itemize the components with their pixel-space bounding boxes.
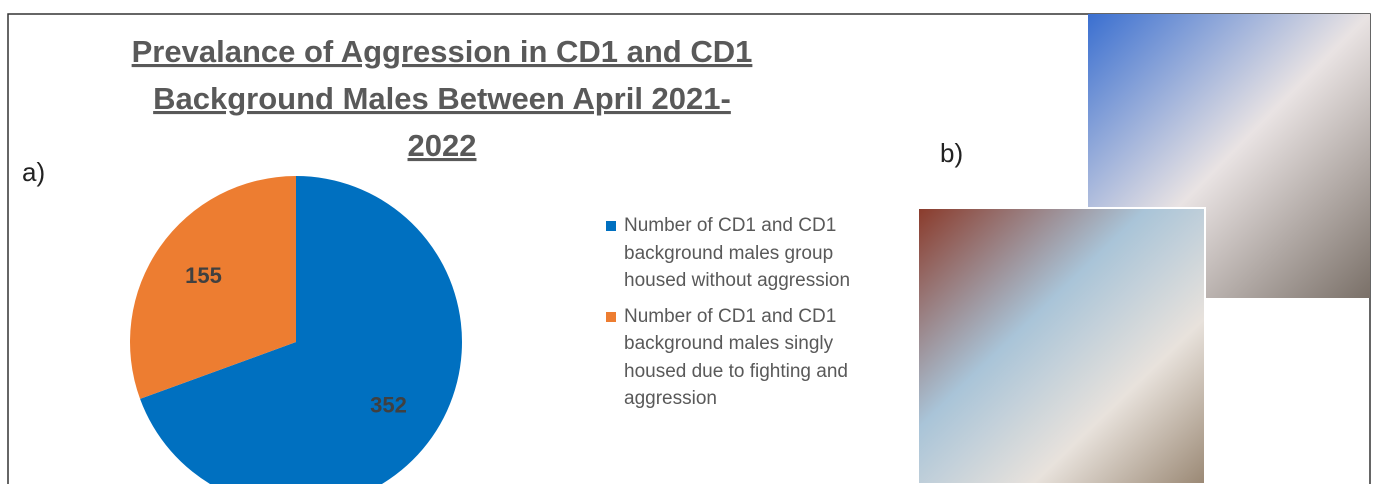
panel-label: a) bbox=[22, 157, 45, 187]
data-label: 155 bbox=[185, 263, 222, 288]
chart-title: Background Males Between April 2021- bbox=[153, 81, 731, 116]
legend: Number of CD1 and CD1 background males g… bbox=[606, 212, 896, 421]
legend-label: Number of CD1 and CD1 background males g… bbox=[624, 215, 851, 291]
photo bbox=[917, 207, 1206, 484]
pie-slice bbox=[140, 176, 462, 484]
pie-slice bbox=[130, 176, 296, 399]
legend-item: Number of CD1 and CD1 background males s… bbox=[606, 303, 896, 413]
legend-swatch bbox=[606, 311, 616, 322]
legend-label: Number of CD1 and CD1 background males s… bbox=[624, 305, 848, 410]
legend-item: Number of CD1 and CD1 background males g… bbox=[606, 212, 896, 295]
chart-title: Prevalance of Aggression in CD1 and CD1 bbox=[132, 34, 753, 69]
data-label: 352 bbox=[370, 393, 407, 418]
legend-swatch bbox=[606, 221, 616, 231]
panel-label: b) bbox=[940, 138, 963, 168]
chart-title: 2022 bbox=[408, 128, 477, 163]
